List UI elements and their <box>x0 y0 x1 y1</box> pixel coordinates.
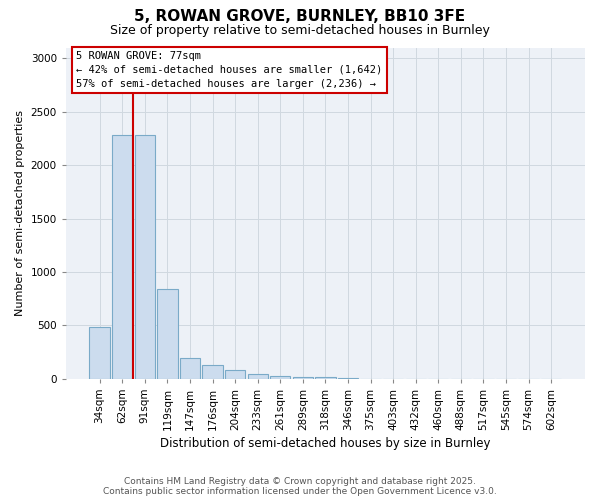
Bar <box>270 376 290 379</box>
Bar <box>157 289 178 379</box>
Bar <box>315 378 335 379</box>
Bar <box>202 365 223 379</box>
Bar <box>248 374 268 379</box>
Bar <box>89 326 110 379</box>
Text: Contains HM Land Registry data © Crown copyright and database right 2025.
Contai: Contains HM Land Registry data © Crown c… <box>103 476 497 496</box>
Bar <box>112 135 133 379</box>
Bar <box>134 135 155 379</box>
Text: 5 ROWAN GROVE: 77sqm
← 42% of semi-detached houses are smaller (1,642)
57% of se: 5 ROWAN GROVE: 77sqm ← 42% of semi-detac… <box>76 51 382 89</box>
Text: Size of property relative to semi-detached houses in Burnley: Size of property relative to semi-detach… <box>110 24 490 37</box>
X-axis label: Distribution of semi-detached houses by size in Burnley: Distribution of semi-detached houses by … <box>160 437 491 450</box>
Bar <box>180 358 200 379</box>
Bar <box>338 378 358 379</box>
Bar <box>225 370 245 379</box>
Y-axis label: Number of semi-detached properties: Number of semi-detached properties <box>15 110 25 316</box>
Text: 5, ROWAN GROVE, BURNLEY, BB10 3FE: 5, ROWAN GROVE, BURNLEY, BB10 3FE <box>134 9 466 24</box>
Bar <box>293 377 313 379</box>
